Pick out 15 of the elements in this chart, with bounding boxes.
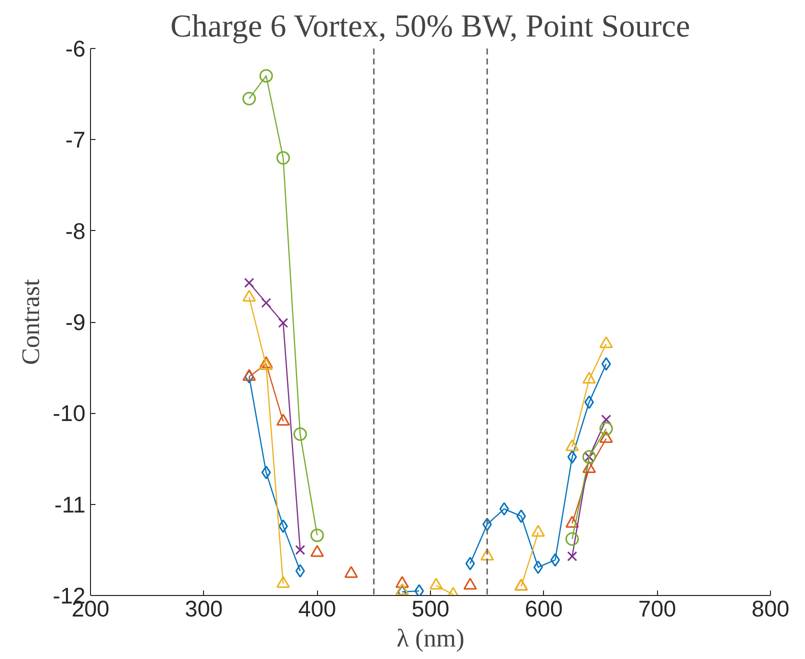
x-axis-title: λ (nm) xyxy=(396,624,464,652)
x-tick-label: 400 xyxy=(298,596,336,622)
y-axis-title: Contrast xyxy=(16,279,45,365)
y-tick-label: -9 xyxy=(65,309,86,335)
y-tick-label: -8 xyxy=(65,218,86,244)
y-tick-label: -6 xyxy=(65,36,86,62)
y-tick-label: -10 xyxy=(52,400,86,426)
chart-title: Charge 6 Vortex, 50% BW, Point Source xyxy=(170,8,690,44)
y-tick-label: -11 xyxy=(54,491,86,518)
x-tick-label: 500 xyxy=(412,596,450,622)
y-tick-label: -7 xyxy=(65,126,86,153)
x-tick-label: 600 xyxy=(524,596,563,622)
x-tick-label: 800 xyxy=(752,596,790,622)
x-tick-label: 700 xyxy=(638,596,676,622)
x-tick-label: 300 xyxy=(184,596,223,622)
